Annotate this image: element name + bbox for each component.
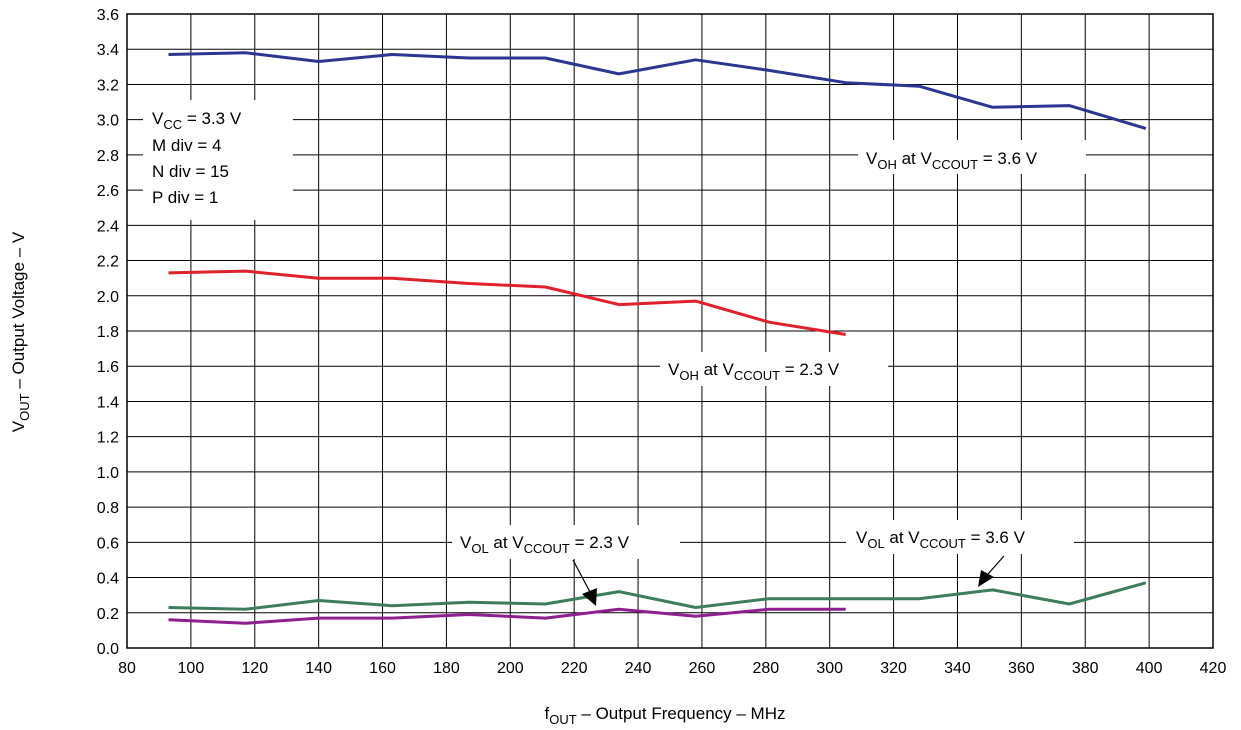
y-tick-label: 1.8: [97, 324, 119, 341]
y-tick-label: 2.2: [97, 254, 119, 271]
y-tick-label: 0.2: [97, 606, 119, 623]
y-tick-label: 2.8: [97, 148, 119, 165]
annotation-vol-3v6: VOL at VCCOUT = 3.6 V: [846, 520, 1074, 587]
annotation-voh-2v3-text: VOH at VCCOUT = 2.3 V: [668, 360, 840, 383]
conditions-box: VCC = 3.3 V M div = 4 N div = 15 P div =…: [143, 100, 293, 220]
annotation-vol-2v3-bg: [452, 525, 680, 559]
y-tick-label: 2.0: [97, 289, 119, 306]
y-tick-label: 3.0: [97, 113, 119, 130]
condition-vcc-sub: CC: [163, 117, 182, 132]
annotation-vol-3v6-arrow-shaft: [987, 555, 1005, 575]
y-tick-label: 3.4: [97, 42, 119, 59]
series-lines: [168, 51, 1147, 625]
series-line-1: [168, 269, 846, 336]
annotation-vol-2v3: VOL at VCCOUT = 2.3 V: [452, 525, 680, 606]
x-tick-label: 220: [561, 660, 588, 677]
series-line-0: [168, 51, 1147, 130]
annotation-voh-3v6-text: VOH at VCCOUT = 3.6 V: [866, 149, 1038, 172]
annotation-voh-3v6-bg: [858, 140, 1086, 174]
condition-n-div: N div = 15: [152, 162, 229, 181]
y-tick-label: 3.2: [97, 77, 119, 94]
annotation-vol-3v6-arrow-head: [978, 570, 994, 587]
annotation-voh-3v6: VOH at VCCOUT = 3.6 V: [858, 140, 1086, 174]
annotation-vol-2v3-arrow-shaft: [572, 559, 591, 593]
x-tick-label: 340: [944, 660, 971, 677]
y-tick-labels: 0.0 0.2 0.4 0.6 0.8 1.0 1.2 1.4 1.6 1.8 2.0 2.2 2.4 2…: [97, 7, 119, 658]
x-tick-label: 180: [433, 660, 460, 677]
annotation-vol-2v3-arrow-head: [582, 588, 597, 606]
x-axis-label: fOUT – Output Frequency – MHz: [544, 704, 785, 727]
annotation-voh-2v3: VOH at VCCOUT = 2.3 V: [660, 352, 888, 386]
annotation-vol-3v6-bg: [846, 520, 1074, 554]
y-tick-label: 1.2: [97, 430, 119, 447]
series-line-3: [168, 607, 846, 625]
x-tick-label: 380: [1072, 660, 1099, 677]
x-tick-label: 120: [241, 660, 268, 677]
y-tick-label: 2.6: [97, 183, 119, 200]
x-tick-label: 100: [178, 660, 205, 677]
x-tick-labels: 80 100 120 140 160 180 200 220 240 260 280 300 320 34…: [118, 660, 1226, 677]
x-tick-label: 300: [816, 660, 843, 677]
x-tick-label: 320: [880, 660, 907, 677]
x-tick-label: 360: [1008, 660, 1035, 677]
x-tick-label: 260: [689, 660, 716, 677]
plot-frame: [126, 13, 1214, 649]
x-tick-label: 420: [1200, 660, 1227, 677]
y-tick-label: 0.4: [97, 571, 119, 588]
y-tick-label: 0.0: [97, 641, 119, 658]
condition-p-div: P div = 1: [152, 188, 218, 207]
y-tick-label: 1.6: [97, 359, 119, 376]
y-tick-label: 0.8: [97, 500, 119, 517]
x-tick-label: 240: [625, 660, 652, 677]
series-line-2: [168, 581, 1147, 611]
x-tick-label: 140: [305, 660, 332, 677]
annotation-vol-2v3-text: VOL at VCCOUT = 2.3 V: [460, 533, 630, 556]
x-tick-label: 80: [118, 660, 136, 677]
x-tick-label: 200: [497, 660, 524, 677]
x-tick-label: 280: [752, 660, 779, 677]
annotation-vol-3v6-text: VOL at VCCOUT = 3.6 V: [856, 528, 1026, 551]
y-tick-label: 3.6: [97, 7, 119, 24]
y-tick-label: 0.6: [97, 535, 119, 552]
y-tick-label: 1.0: [97, 465, 119, 482]
x-tick-label: 160: [369, 660, 396, 677]
y-tick-label: 1.4: [97, 394, 119, 411]
y-axis-label: VOUT – Output Voltage – V: [9, 231, 32, 432]
condition-m-div: M div = 4: [152, 136, 221, 155]
x-tick-label: 400: [1136, 660, 1163, 677]
y-tick-label: 2.4: [97, 218, 119, 235]
annotation-voh-2v3-bg: [660, 352, 888, 386]
conditions-box-bg: [143, 100, 293, 220]
